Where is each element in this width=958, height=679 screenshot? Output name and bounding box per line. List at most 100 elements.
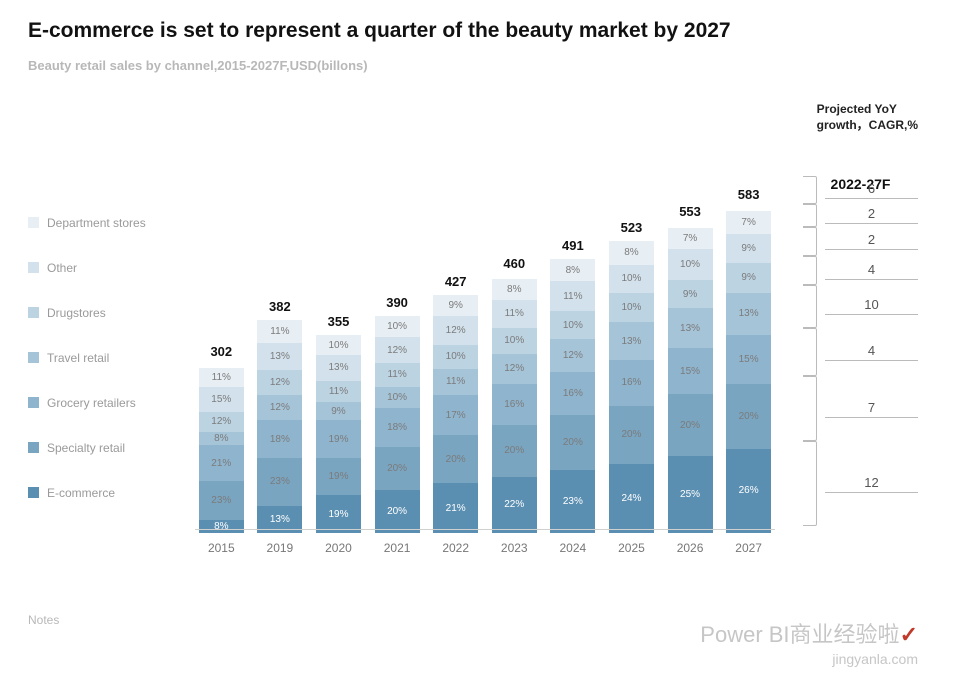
- x-label-2023: 2023: [501, 541, 528, 555]
- seg-2026-other: 10%: [668, 249, 713, 280]
- seg-2020-ecommerce: 19%: [316, 495, 361, 533]
- seg-2024-department: 8%: [550, 259, 595, 281]
- bar-2021: 20%20%18%10%11%12%10%: [375, 316, 420, 533]
- legend-label-travel: Travel retail: [47, 351, 109, 365]
- growth-column: 1274104226: [803, 176, 918, 526]
- seg-2025-travel: 13%: [609, 322, 654, 360]
- watermark-prefix: Power BI商业: [700, 622, 833, 647]
- seg-2021-drugstores: 11%: [375, 363, 420, 387]
- growth-row-drugstores: 4: [803, 256, 918, 285]
- seg-2025-other: 10%: [609, 265, 654, 294]
- bar-total-2026: 553: [679, 204, 701, 219]
- seg-2015-specialty: 23%: [199, 481, 244, 520]
- legend-item-grocery: Grocery retailers: [28, 380, 183, 425]
- growth-val-grocery: 4: [825, 343, 918, 361]
- bar-total-2024: 491: [562, 238, 584, 253]
- x-label-2025: 2025: [618, 541, 645, 555]
- seg-2023-other: 11%: [492, 300, 537, 328]
- watermark-url: jingyanla.com: [832, 651, 918, 667]
- legend-item-travel: Travel retail: [28, 335, 183, 380]
- legend-swatch-travel: [28, 352, 39, 363]
- legend-item-ecommerce: E-commerce: [28, 470, 183, 515]
- projected-line2: growth，CAGR,%: [817, 118, 918, 132]
- legend-label-grocery: Grocery retailers: [47, 396, 136, 410]
- watermark-brand: Power BI商业经验啦✓: [700, 617, 918, 649]
- watermark-check-icon: ✓: [900, 622, 918, 647]
- bracket-travel: [803, 285, 817, 327]
- legend-item-specialty: Specialty retail: [28, 425, 183, 470]
- seg-2025-ecommerce: 24%: [609, 464, 654, 533]
- bracket-department: [803, 204, 817, 227]
- seg-2020-specialty: 19%: [316, 458, 361, 496]
- seg-2019-travel: 12%: [257, 395, 302, 420]
- legend: Department storesOtherDrugstoresTravel r…: [28, 200, 183, 515]
- growth-row-travel: 10: [803, 285, 918, 327]
- seg-2025-specialty: 20%: [609, 406, 654, 464]
- bar-2026: 25%20%15%13%9%10%7%: [668, 225, 713, 533]
- seg-2022-ecommerce: 21%: [433, 483, 478, 533]
- bracket-specialty: [803, 376, 817, 441]
- seg-2027-ecommerce: 26%: [726, 449, 771, 534]
- x-label-2024: 2024: [560, 541, 587, 555]
- bar-total-2019: 382: [269, 299, 291, 314]
- seg-2015-other: 15%: [199, 387, 244, 412]
- legend-swatch-ecommerce: [28, 487, 39, 498]
- x-label-2019: 2019: [267, 541, 294, 555]
- seg-2020-other: 13%: [316, 355, 361, 381]
- projected-line1: Projected YoY: [817, 102, 897, 116]
- seg-2027-drugstores: 9%: [726, 263, 771, 292]
- seg-2023-specialty: 20%: [492, 425, 537, 476]
- bar-column-2022: 42721%20%17%11%10%12%9%2022: [429, 274, 482, 555]
- x-label-2027: 2027: [735, 541, 762, 555]
- bar-2027: 26%20%15%13%9%9%7%: [726, 208, 771, 533]
- bar-column-2027: 58326%20%15%13%9%9%7%2027: [722, 187, 775, 555]
- seg-2021-travel: 10%: [375, 387, 420, 409]
- bracket-total: [803, 176, 817, 204]
- seg-2019-drugstores: 12%: [257, 370, 302, 395]
- seg-2015-ecommerce: 8%: [199, 520, 244, 533]
- growth-row-department: 2: [803, 204, 918, 227]
- seg-2024-travel: 12%: [550, 339, 595, 372]
- seg-2025-department: 8%: [609, 241, 654, 264]
- seg-2023-ecommerce: 22%: [492, 477, 537, 533]
- x-label-2022: 2022: [442, 541, 469, 555]
- seg-2020-grocery: 19%: [316, 420, 361, 458]
- seg-2023-department: 8%: [492, 279, 537, 300]
- notes-label: Notes: [28, 613, 59, 627]
- bar-total-2025: 523: [621, 220, 643, 235]
- seg-2027-travel: 13%: [726, 293, 771, 335]
- legend-swatch-grocery: [28, 397, 39, 408]
- bar-2024: 23%20%16%12%10%11%8%: [550, 259, 595, 533]
- bar-total-2023: 460: [503, 256, 525, 271]
- growth-val-drugstores: 4: [825, 262, 918, 280]
- growth-val-other: 2: [825, 232, 918, 250]
- seg-2024-grocery: 16%: [550, 372, 595, 416]
- seg-2022-travel: 11%: [433, 369, 478, 395]
- x-label-2020: 2020: [325, 541, 352, 555]
- seg-2022-other: 12%: [433, 316, 478, 345]
- seg-2019-grocery: 18%: [257, 420, 302, 458]
- bar-2020: 19%19%19%9%11%13%10%: [316, 335, 361, 533]
- growth-val-specialty: 7: [825, 400, 918, 418]
- growth-row-other: 2: [803, 227, 918, 256]
- seg-2026-specialty: 20%: [668, 394, 713, 456]
- bracket-grocery: [803, 328, 817, 377]
- bar-total-2021: 390: [386, 295, 408, 310]
- bar-column-2025: 52324%20%16%13%10%10%8%2025: [605, 220, 658, 555]
- bracket-drugstores: [803, 256, 817, 285]
- legend-swatch-other: [28, 262, 39, 273]
- seg-2026-grocery: 15%: [668, 348, 713, 394]
- bar-column-2020: 35519%19%19%9%11%13%10%2020: [312, 314, 365, 555]
- stacked-bar-chart: 3028%23%21%8%12%15%11%201538213%23%18%12…: [195, 175, 775, 555]
- growth-row-total: 6: [803, 176, 918, 204]
- seg-2020-drugstores: 11%: [316, 381, 361, 403]
- seg-2022-specialty: 20%: [433, 435, 478, 483]
- seg-2024-specialty: 20%: [550, 415, 595, 470]
- bar-column-2019: 38213%23%18%12%12%13%11%2019: [254, 299, 307, 555]
- seg-2015-drugstores: 12%: [199, 412, 244, 432]
- legend-item-department: Department stores: [28, 200, 183, 245]
- legend-label-other: Other: [47, 261, 77, 275]
- seg-2021-ecommerce: 20%: [375, 490, 420, 533]
- seg-2022-department: 9%: [433, 295, 478, 316]
- watermark-suffix: 经验啦: [834, 622, 900, 647]
